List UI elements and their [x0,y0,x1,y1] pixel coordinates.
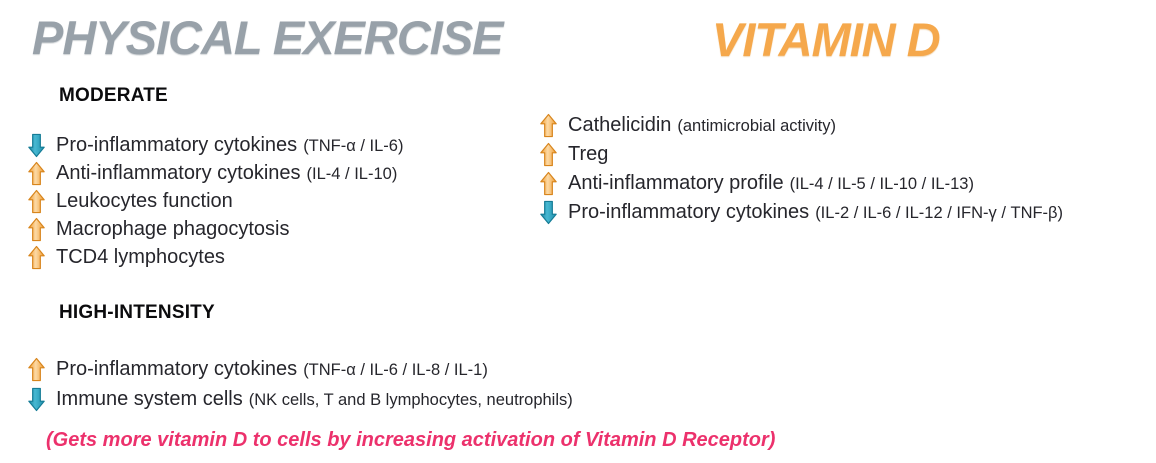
item-text: Cathelicidin [568,114,672,136]
item-text: Anti-inflammatory cytokines [56,161,301,184]
item-text: Treg [568,143,609,165]
arrow-up-icon [28,161,45,185]
item-text: Leukocytes function [56,189,233,212]
list-item: Leukocytes function [28,187,403,215]
item-text: Immune system cells [56,387,243,410]
item-text: Macrophage phagocytosis [56,217,290,240]
list-item: Macrophage phagocytosis [28,215,403,243]
vitamin-d-effects-list: Cathelicidin (antimicrobial activity) Tre… [540,111,1063,227]
item-text: Pro-inflammatory cytokines [568,201,810,223]
list-item: Pro-inflammatory cytokines (IL-2 / IL-6 /… [540,198,1063,227]
arrow-up-icon [540,113,557,138]
item-detail: (IL-4 / IL-5 / IL-10 / IL-13) [789,175,974,193]
item-text: Anti-inflammatory profile [568,172,784,194]
arrow-down-icon [28,133,45,157]
vitamin-d-receptor-note: (Gets more vitamin D to cells by increas… [46,429,776,451]
list-item: Pro-inflammatory cytokines (TNF-α / IL-6 … [28,354,573,384]
list-item: Anti-inflammatory cytokines (IL-4 / IL-10… [28,159,403,187]
list-item: Pro-inflammatory cytokines (TNF-α / IL-6) [28,131,403,159]
list-item: Treg [540,140,1063,169]
high-intensity-effects-list: Pro-inflammatory cytokines (TNF-α / IL-6 … [28,354,573,414]
item-detail: (IL-2 / IL-6 / IL-12 / IFN-γ / TNF-β) [815,204,1064,222]
arrow-down-icon [28,387,45,411]
physical-exercise-title: PHYSICAL EXERCISE [32,11,504,64]
item-text: Pro-inflammatory cytokines [56,357,298,380]
arrow-up-icon [28,245,45,269]
item-detail: (TNF-α / IL-6 / IL-8 / IL-1) [303,360,488,379]
arrow-up-icon [28,357,45,381]
list-item: TCD4 lymphocytes [28,243,403,271]
high-intensity-heading: HIGH-INTENSITY [59,302,215,323]
arrow-up-icon [28,217,45,241]
item-detail: (NK cells, T and B lymphocytes, neutroph… [248,390,573,409]
list-item: Anti-inflammatory profile (IL-4 / IL-5 / … [540,169,1063,198]
arrow-up-icon [540,142,557,167]
moderate-heading: MODERATE [59,85,168,106]
list-item: Cathelicidin (antimicrobial activity) [540,111,1063,140]
arrow-up-icon [28,189,45,213]
arrow-down-icon [540,200,557,225]
vitamin-d-title: VITAMIN D [712,13,941,66]
item-text: TCD4 lymphocytes [56,245,225,268]
moderate-effects-list: Pro-inflammatory cytokines (TNF-α / IL-6)… [28,131,403,271]
item-detail: (IL-4 / IL-10) [306,164,398,183]
item-detail: (antimicrobial activity) [677,117,837,135]
item-text: Pro-inflammatory cytokines [56,133,298,156]
list-item: Immune system cells (NK cells, T and B ly… [28,384,573,414]
item-detail: (TNF-α / IL-6) [303,136,404,155]
arrow-up-icon [540,171,557,196]
